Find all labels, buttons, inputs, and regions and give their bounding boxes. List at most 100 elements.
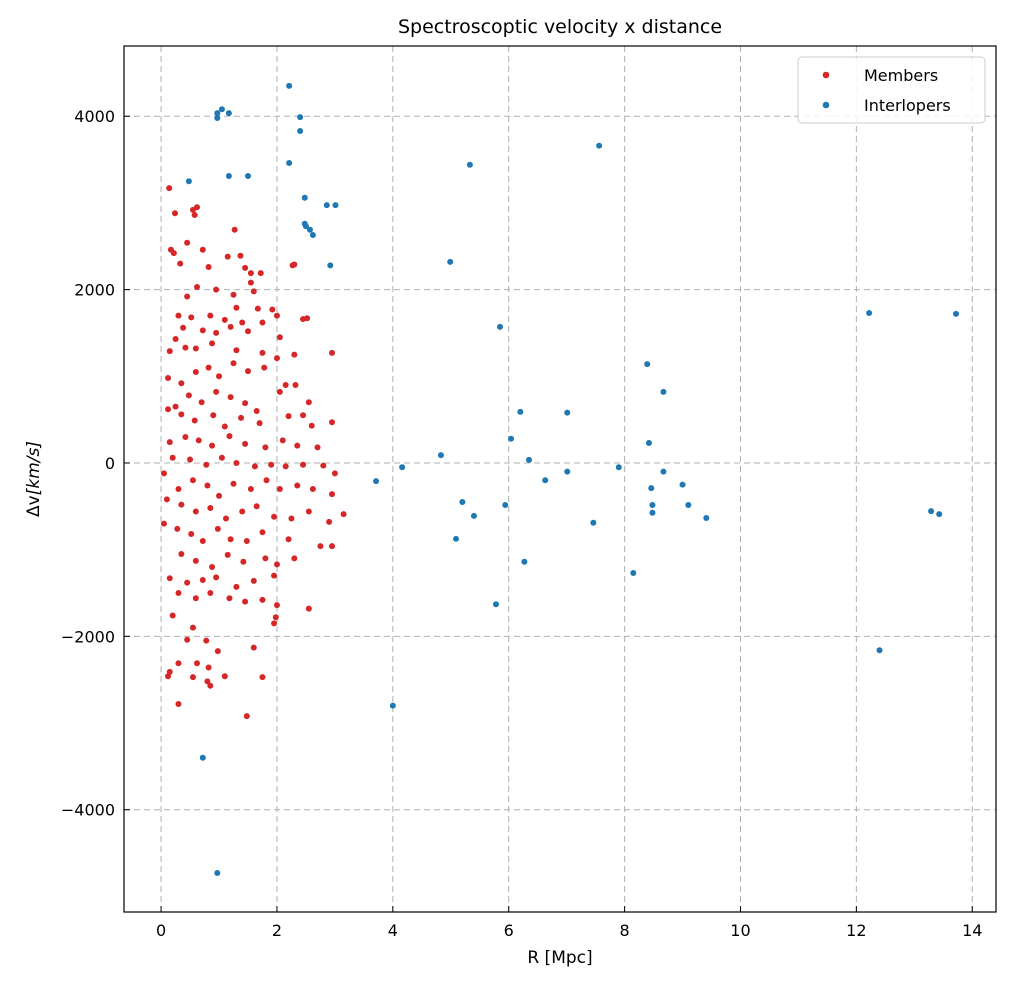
point-interlopers: [649, 509, 656, 516]
point-members: [239, 319, 246, 326]
point-interlopers: [302, 223, 309, 230]
point-members: [262, 444, 269, 451]
point-members: [271, 572, 278, 579]
point-members: [174, 525, 181, 532]
point-members: [175, 312, 182, 319]
point-members: [221, 316, 228, 323]
point-members: [233, 583, 240, 590]
point-members: [256, 420, 263, 427]
point-members: [237, 252, 244, 259]
point-members: [259, 596, 266, 603]
point-interlopers: [437, 452, 444, 459]
point-members: [160, 470, 167, 477]
point-members: [244, 328, 251, 335]
point-interlopers: [466, 161, 473, 168]
point-members: [175, 660, 182, 667]
point-interlopers: [615, 464, 622, 471]
point-members: [224, 253, 231, 260]
point-members: [259, 349, 266, 356]
point-members: [294, 482, 301, 489]
point-interlopers: [953, 310, 960, 317]
point-members: [250, 644, 257, 651]
point-members: [233, 304, 240, 311]
point-members: [165, 673, 172, 680]
point-members: [227, 536, 234, 543]
point-members: [194, 660, 201, 667]
point-members: [207, 589, 214, 596]
point-members: [273, 602, 280, 609]
point-members: [199, 537, 206, 544]
point-members: [160, 520, 167, 527]
point-members: [317, 543, 324, 550]
point-members: [268, 461, 275, 468]
point-members: [329, 491, 336, 498]
point-members: [163, 496, 170, 503]
point-members: [198, 399, 205, 406]
point-members: [226, 595, 233, 602]
point-members: [192, 368, 199, 375]
point-members: [184, 636, 191, 643]
point-members: [314, 444, 321, 451]
point-members: [214, 525, 221, 532]
point-members: [188, 531, 195, 538]
point-members: [243, 713, 250, 720]
point-members: [272, 614, 279, 621]
point-members: [253, 503, 260, 510]
point-members: [191, 417, 198, 424]
point-members: [205, 364, 212, 371]
point-interlopers: [590, 519, 597, 526]
point-members: [175, 589, 182, 596]
point-members: [218, 454, 225, 461]
point-interlopers: [685, 502, 692, 509]
x-tick-label: 8: [620, 921, 630, 940]
point-interlopers: [452, 535, 459, 542]
point-members: [329, 419, 336, 426]
point-members: [205, 664, 212, 671]
point-members: [340, 511, 347, 518]
point-interlopers: [297, 114, 304, 121]
y-tick-label: 4000: [74, 107, 115, 126]
point-members: [231, 226, 238, 233]
point-interlopers: [630, 570, 637, 577]
point-members: [175, 485, 182, 492]
point-interlopers: [936, 511, 943, 518]
chart-title: Spectroscoptic velocity x distance: [398, 16, 722, 38]
point-members: [329, 349, 336, 356]
point-members: [251, 463, 258, 470]
point-interlopers: [564, 468, 571, 475]
ticks: 0 2 4 6 8 10 12 14 −4000 −2000 0 2000 4000: [61, 107, 983, 940]
point-members: [304, 315, 311, 322]
point-members: [192, 345, 199, 352]
point-members: [209, 563, 216, 570]
point-members: [276, 334, 283, 341]
point-interlopers: [399, 464, 406, 471]
point-members: [242, 440, 249, 447]
point-members: [216, 373, 223, 380]
point-members: [269, 306, 276, 313]
point-members: [294, 442, 301, 449]
point-members: [203, 461, 210, 468]
point-members: [207, 312, 214, 319]
point-members: [233, 347, 240, 354]
point-interlopers: [306, 226, 313, 233]
point-members: [182, 344, 189, 351]
point-interlopers: [517, 408, 524, 415]
y-tick-label: 0: [105, 454, 115, 473]
legend-marker-members: [822, 71, 830, 79]
point-interlopers: [309, 231, 316, 238]
point-interlopers: [327, 262, 334, 269]
point-members: [178, 380, 185, 387]
point-members: [259, 319, 266, 326]
y-tick-label: −2000: [61, 627, 115, 646]
legend-marker-interlopers: [822, 101, 830, 109]
point-members: [254, 305, 261, 312]
point-interlopers: [679, 481, 686, 488]
point-members: [207, 682, 214, 689]
point-interlopers: [286, 160, 293, 167]
point-members: [169, 454, 176, 461]
point-interlopers: [645, 440, 652, 447]
x-tick-label: 0: [156, 921, 166, 940]
point-members: [291, 351, 298, 358]
point-members: [259, 529, 266, 536]
